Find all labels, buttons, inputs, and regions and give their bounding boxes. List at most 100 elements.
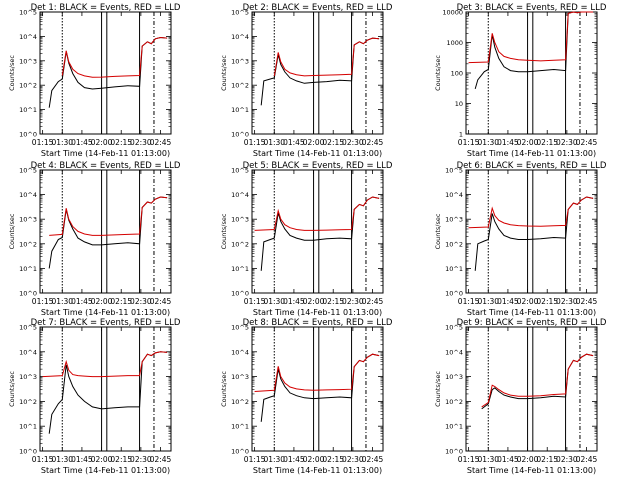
x-tick-label: 01:15	[244, 297, 266, 306]
x-tick-label: 02:00	[91, 297, 113, 306]
plot-frame	[39, 326, 172, 452]
x-tick-label: 01:15	[244, 138, 266, 147]
x-tick-label: 01:45	[283, 297, 305, 306]
lld-series-line	[468, 11, 594, 64]
x-tick-label: 01:45	[497, 455, 519, 464]
y-tick-label: 10^5	[231, 9, 249, 17]
events-series-line	[48, 36, 168, 108]
x-tick-label: 02:00	[517, 297, 539, 306]
y-tick-label: 10^4	[231, 191, 249, 199]
plot-frame	[465, 169, 598, 294]
y-tick-label: 10^1	[19, 423, 37, 431]
chart-panel-2: Det 2: BLACK = Events, RED = LLD Counts/s…	[220, 3, 393, 158]
x-tick-label: 01:15	[32, 138, 54, 147]
x-tick-label: 02:15	[536, 297, 558, 306]
x-tick-label: 01:30	[477, 297, 499, 306]
plot-frame	[465, 326, 598, 452]
y-tick-label: 10^5	[445, 167, 463, 175]
x-tick-label: 02:30	[130, 138, 152, 147]
x-tick-label: 02:00	[91, 138, 113, 147]
x-tick-label: 01:30	[477, 138, 499, 147]
y-tick-label: 10^0	[19, 131, 37, 139]
y-tick-label: 10^2	[19, 398, 37, 406]
y-tick-label: 10^5	[231, 324, 249, 332]
x-tick-label: 02:15	[110, 455, 132, 464]
y-tick-label: 10^4	[19, 191, 37, 199]
y-tick-label: 10^2	[231, 240, 249, 248]
lld-series-line	[49, 196, 168, 236]
y-tick-label: 10^2	[19, 240, 37, 248]
x-tick-label: 01:30	[51, 297, 73, 306]
x-tick-label: 01:45	[497, 138, 519, 147]
y-tick-label: 10^2	[19, 82, 37, 90]
plot-frame	[39, 11, 172, 135]
y-axis-label: Counts/sec	[8, 371, 16, 407]
x-tick-label: 01:15	[458, 455, 480, 464]
x-tick-label: 02:30	[556, 138, 578, 147]
y-tick-label: 10^1	[445, 423, 463, 431]
x-tick-label: 02:30	[556, 297, 578, 306]
events-series-line	[474, 11, 594, 90]
x-axis-label: Start Time (14-Feb-11 01:13:00)	[467, 466, 596, 475]
y-tick-label: 10^3	[19, 373, 37, 381]
plot-frame	[251, 326, 384, 452]
lld-series-line	[61, 36, 168, 78]
y-tick-label: 10^4	[445, 191, 463, 199]
y-tick-label: 10^1	[231, 423, 249, 431]
x-tick-label: 02:45	[150, 455, 172, 464]
events-series-line	[481, 353, 594, 410]
x-tick-label: 01:15	[458, 138, 480, 147]
x-tick-label: 02:15	[322, 455, 344, 464]
y-tick-label: 10^1	[231, 106, 249, 114]
x-axis-label: Start Time (14-Feb-11 01:13:00)	[253, 308, 382, 317]
chart-title: Det 9: BLACK = Events, RED = LLD	[457, 318, 607, 328]
events-series-line	[260, 196, 380, 271]
events-series-line	[474, 196, 594, 271]
chart-panel-1: Det 1: BLACK = Events, RED = LLD Counts/s…	[8, 3, 181, 158]
x-tick-label: 02:45	[576, 297, 598, 306]
y-axis-label: Counts/sec	[434, 55, 442, 91]
events-series-line	[260, 37, 380, 106]
x-tick-label: 01:30	[51, 455, 73, 464]
x-axis-label: Start Time (14-Feb-11 01:13:00)	[467, 308, 596, 317]
x-tick-label: 02:30	[342, 297, 364, 306]
x-tick-label: 02:30	[342, 455, 364, 464]
chart-title: Det 3: BLACK = Events, RED = LLD	[457, 3, 607, 13]
y-tick-label: 10^1	[445, 265, 463, 273]
x-tick-label: 02:00	[303, 297, 325, 306]
y-axis-label: Counts/sec	[8, 213, 16, 249]
chart-title: Det 7: BLACK = Events, RED = LLD	[31, 318, 181, 328]
y-tick-label: 10^0	[19, 448, 37, 456]
x-tick-label: 02:30	[130, 297, 152, 306]
chart-title: Det 4: BLACK = Events, RED = LLD	[31, 161, 181, 171]
x-tick-label: 02:00	[517, 455, 539, 464]
events-series-line	[48, 196, 168, 269]
y-tick-label: 10^4	[231, 348, 249, 356]
chart-title: Det 5: BLACK = Events, RED = LLD	[243, 161, 393, 171]
x-tick-label: 01:45	[283, 138, 305, 147]
lld-series-line	[254, 196, 380, 231]
y-tick-label: 10^3	[445, 373, 463, 381]
y-tick-label: 10^0	[231, 448, 249, 456]
x-tick-label: 02:00	[303, 455, 325, 464]
plot-frame	[251, 11, 384, 135]
x-tick-label: 01:15	[32, 297, 54, 306]
x-tick-label: 01:30	[263, 297, 285, 306]
y-tick-label: 10^2	[445, 240, 463, 248]
x-tick-label: 02:45	[576, 455, 598, 464]
chart-title: Det 1: BLACK = Events, RED = LLD	[31, 3, 181, 13]
y-tick-label: 10^5	[445, 324, 463, 332]
lld-series-line	[254, 353, 380, 392]
chart-panel-3: Det 3: BLACK = Events, RED = LLD Counts/s…	[434, 3, 607, 158]
chart-panel-7: Det 7: BLACK = Events, RED = LLD Counts/s…	[8, 318, 181, 475]
y-tick-label: 10^1	[19, 265, 37, 273]
x-tick-label: 02:45	[362, 297, 384, 306]
y-tick-label: 10^1	[231, 265, 249, 273]
y-axis-label: Counts/sec	[220, 55, 228, 91]
chart-title: Det 2: BLACK = Events, RED = LLD	[243, 3, 393, 13]
y-tick-label: 10^3	[19, 216, 37, 224]
y-tick-label: 100	[451, 70, 463, 78]
y-axis-label: Counts/sec	[434, 371, 442, 407]
x-axis-label: Start Time (14-Feb-11 01:13:00)	[41, 149, 170, 158]
